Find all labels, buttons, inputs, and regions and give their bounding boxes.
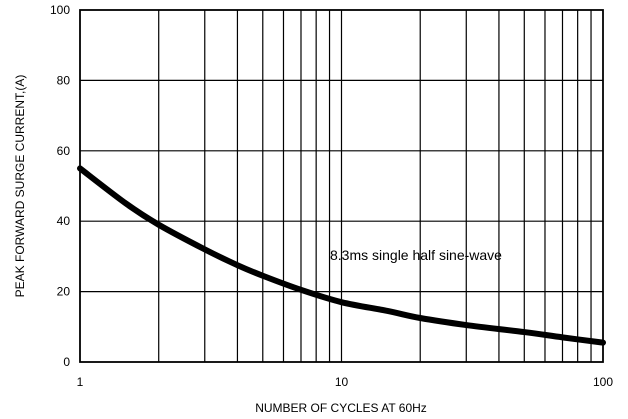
y-tick-label: 100 xyxy=(50,3,70,17)
x-axis-label: NUMBER OF CYCLES AT 60Hz xyxy=(255,401,427,415)
series-layer xyxy=(77,165,606,346)
grid xyxy=(80,10,603,362)
y-tick-labels: 0 20 40 60 80 100 xyxy=(50,3,70,369)
y-tick-label: 40 xyxy=(57,214,71,228)
y-tick-label: 80 xyxy=(57,73,71,87)
x-tick-label: 10 xyxy=(335,375,349,389)
x-tick-label: 100 xyxy=(593,375,613,389)
series-line-0 xyxy=(77,165,606,346)
x-tick-label: 1 xyxy=(77,375,84,389)
y-axis-label: PEAK FORWARD SURGE CURRENT,(A) xyxy=(13,75,27,298)
y-tick-label: 20 xyxy=(57,285,71,299)
plot-frame xyxy=(79,9,604,363)
x-tick-labels: 1 10 100 xyxy=(77,375,614,389)
y-tick-label: 0 xyxy=(63,355,70,369)
y-tick-label: 60 xyxy=(57,144,71,158)
chart-annotation: 8.3ms single half sine-wave xyxy=(330,247,502,263)
